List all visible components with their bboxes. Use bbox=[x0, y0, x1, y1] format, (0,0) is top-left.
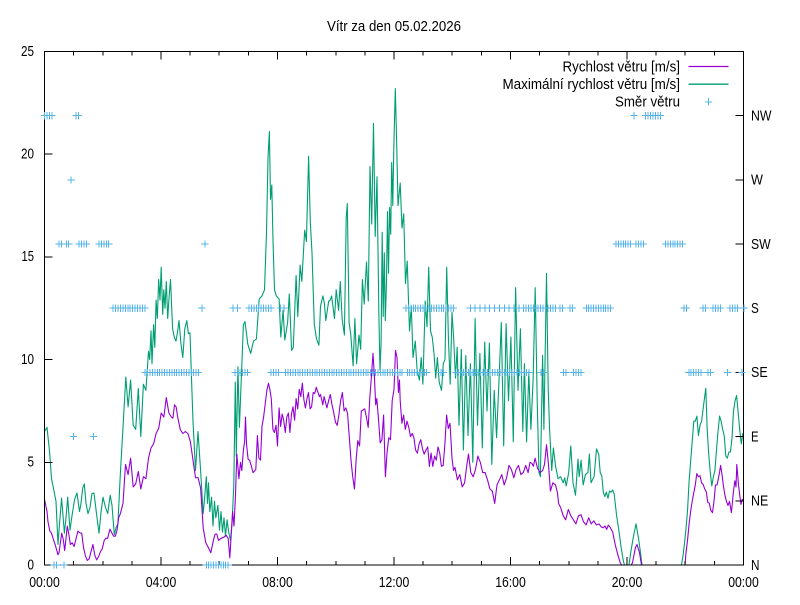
svg-text:N: N bbox=[751, 558, 760, 574]
svg-text:Vítr za den 05.02.2026: Vítr za den 05.02.2026 bbox=[327, 19, 461, 35]
svg-text:Maximální rychlost větru [m/s]: Maximální rychlost větru [m/s] bbox=[503, 77, 681, 93]
svg-text:00:00: 00:00 bbox=[728, 575, 759, 591]
svg-text:0: 0 bbox=[28, 557, 35, 573]
svg-text:SE: SE bbox=[751, 365, 768, 381]
svg-text:16:00: 16:00 bbox=[495, 575, 526, 591]
svg-text:25: 25 bbox=[21, 44, 34, 60]
svg-text:NE: NE bbox=[751, 494, 769, 510]
svg-text:08:00: 08:00 bbox=[262, 575, 293, 591]
svg-text:20: 20 bbox=[21, 147, 34, 163]
svg-text:S: S bbox=[751, 301, 759, 317]
svg-text:20:00: 20:00 bbox=[612, 575, 643, 591]
svg-text:W: W bbox=[751, 173, 763, 189]
svg-text:E: E bbox=[751, 429, 759, 445]
svg-text:SW: SW bbox=[751, 237, 771, 253]
svg-text:12:00: 12:00 bbox=[379, 575, 410, 591]
svg-text:NW: NW bbox=[751, 108, 772, 124]
svg-text:Rychlost větru [m/s]: Rychlost větru [m/s] bbox=[563, 59, 681, 75]
svg-text:04:00: 04:00 bbox=[146, 575, 177, 591]
svg-text:00:00: 00:00 bbox=[29, 575, 60, 591]
svg-text:10: 10 bbox=[21, 352, 34, 368]
svg-text:5: 5 bbox=[28, 455, 35, 471]
svg-text:15: 15 bbox=[22, 249, 35, 265]
svg-text:Směr větru: Směr větru bbox=[615, 95, 680, 111]
